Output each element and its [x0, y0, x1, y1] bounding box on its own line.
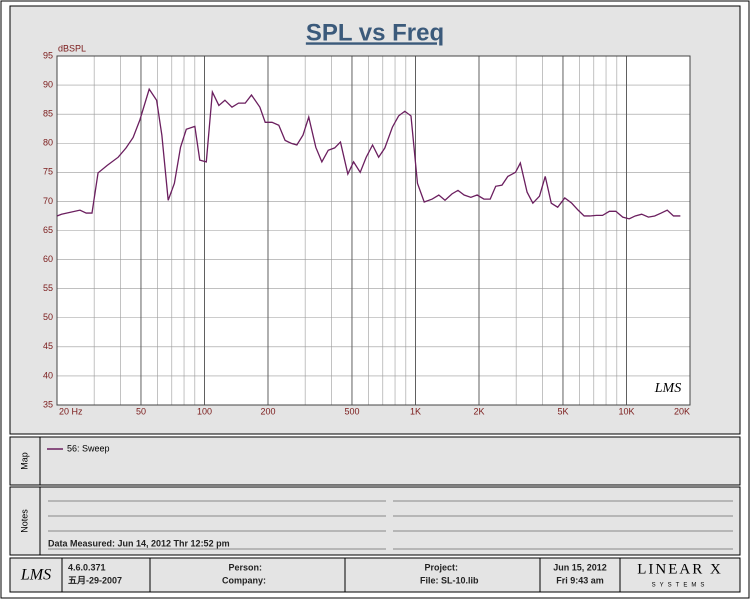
notes-label: Notes [19, 509, 29, 533]
note-lines [48, 500, 733, 550]
x-tick-label: 200 [260, 406, 275, 416]
y-tick-label: 55 [43, 283, 53, 293]
x-tick-label: 20K [674, 406, 690, 416]
notes-panel [9, 486, 741, 556]
x-tick-label: 1K [410, 406, 421, 416]
x-tick-label: 10K [618, 406, 634, 416]
footer-dividers [61, 558, 621, 592]
x-tick-label: 2K [473, 406, 484, 416]
project: Project: [424, 562, 458, 572]
footer-logo: LMS [20, 567, 51, 584]
file: File: SL-10.lib [420, 575, 479, 585]
y-axis-label: dBSPL [58, 43, 86, 53]
x-tick-label: 500 [344, 406, 359, 416]
watermark: LMS [654, 381, 681, 396]
chart-title: SPL vs Freq [306, 19, 444, 46]
y-tick-label: 60 [43, 254, 53, 264]
y-tick-label: 95 [43, 50, 53, 60]
x-tick-label: 100 [197, 406, 212, 416]
brand: LINEAR X [637, 561, 723, 577]
build-date: 五月-29-2007 [68, 575, 122, 585]
measured-date: Data Measured: Jun 14, 2012 Thr 12:52 pm [48, 538, 230, 548]
x-tick-label: 50 [136, 406, 146, 416]
x-tick-label: 5K [557, 406, 568, 416]
series-line [56, 87, 681, 220]
y-tick-label: 65 [43, 225, 53, 235]
y-tick-label: 85 [43, 109, 53, 119]
person: Person: [228, 562, 262, 572]
brand-sub: SYSTEMS [652, 583, 709, 589]
map-label: Map [19, 452, 29, 470]
print-time: Fri 9:43 am [556, 575, 604, 585]
y-tick-label: 70 [43, 196, 53, 206]
map-panel [9, 436, 741, 486]
y-tick-label: 45 [43, 341, 53, 351]
version: 4.6.0.371 [68, 562, 106, 572]
y-tick-label: 90 [43, 79, 53, 89]
y-tick-label: 80 [43, 138, 53, 148]
plot-border [56, 55, 691, 406]
y-tick-label: 50 [43, 312, 53, 322]
y-tick-label: 40 [43, 370, 53, 380]
legend-entry: 56: Sweep [67, 443, 110, 453]
print-date: Jun 15, 2012 [553, 562, 607, 572]
footer [9, 557, 741, 593]
x-tick-label: 20 Hz [59, 406, 83, 416]
y-tick-label: 35 [43, 399, 53, 409]
company: Company: [222, 575, 266, 585]
y-tick-label: 75 [43, 167, 53, 177]
